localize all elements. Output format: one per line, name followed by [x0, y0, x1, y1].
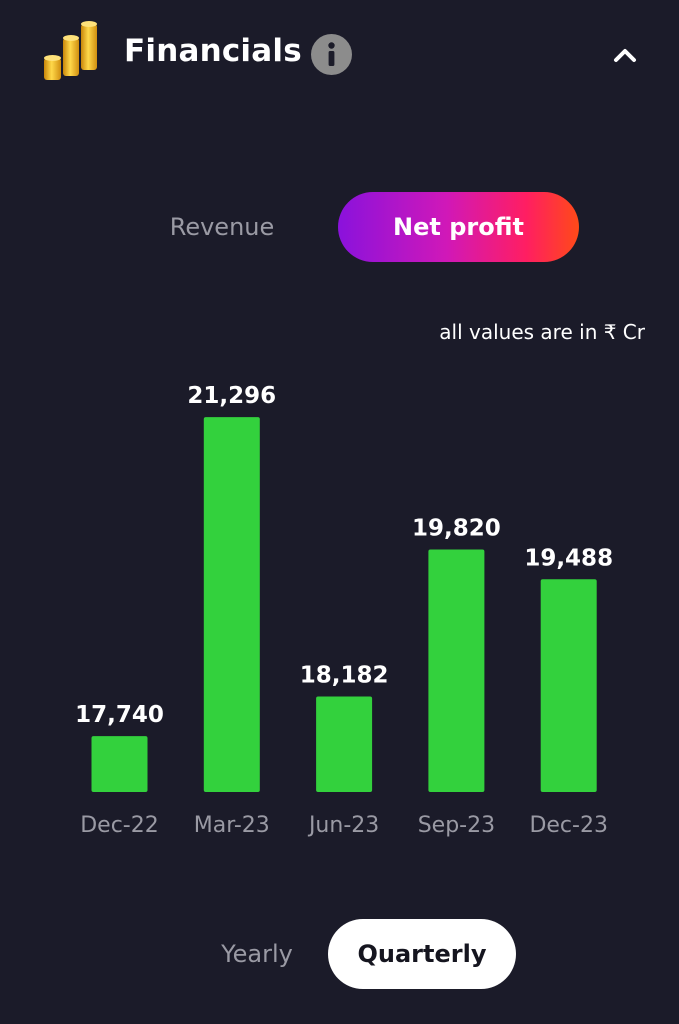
- x-tick-label-mar-23: Mar-23: [194, 813, 270, 838]
- financials-header: Financials: [0, 0, 679, 110]
- x-tick-label-jun-23: Jun-23: [307, 813, 379, 838]
- x-tick-label-dec-23: Dec-23: [529, 813, 608, 838]
- metric-toggle: Revenue Net profit: [0, 192, 679, 264]
- bar-jun-23: [316, 696, 373, 792]
- chevron-up-icon[interactable]: [611, 42, 639, 66]
- bar-sep-23: [428, 549, 485, 792]
- gold-coins-icon: [44, 21, 97, 80]
- x-tick-label-sep-23: Sep-23: [418, 813, 495, 838]
- value-label-sep-23: 19,820: [412, 516, 501, 542]
- unit-note: all values are in ₹ Cr: [439, 320, 645, 344]
- revenue-tab[interactable]: Revenue: [169, 213, 275, 241]
- bar-dec-22: [91, 736, 148, 792]
- info-icon[interactable]: [311, 34, 352, 75]
- quarterly-tab[interactable]: Quarterly: [328, 919, 516, 989]
- bar-mar-23: [203, 417, 260, 792]
- value-label-dec-23: 19,488: [524, 545, 613, 571]
- net-profit-bar-chart: 17,740 Dec-22 21,296 Mar-23 18,182 Jun-23 19,8…: [75, 383, 613, 838]
- value-label-jun-23: 18,182: [300, 663, 389, 689]
- page-title: Financials: [124, 33, 302, 69]
- x-tick-label-dec-22: Dec-22: [80, 813, 159, 838]
- value-label-mar-23: 21,296: [187, 383, 276, 409]
- period-toggle: Yearly Quarterly: [0, 918, 679, 990]
- info-glyph-icon: [328, 42, 335, 66]
- bar-dec-23: [540, 579, 597, 792]
- yearly-tab[interactable]: Yearly: [221, 940, 293, 968]
- value-label-dec-22: 17,740: [75, 702, 164, 728]
- net-profit-tab[interactable]: Net profit: [338, 192, 579, 262]
